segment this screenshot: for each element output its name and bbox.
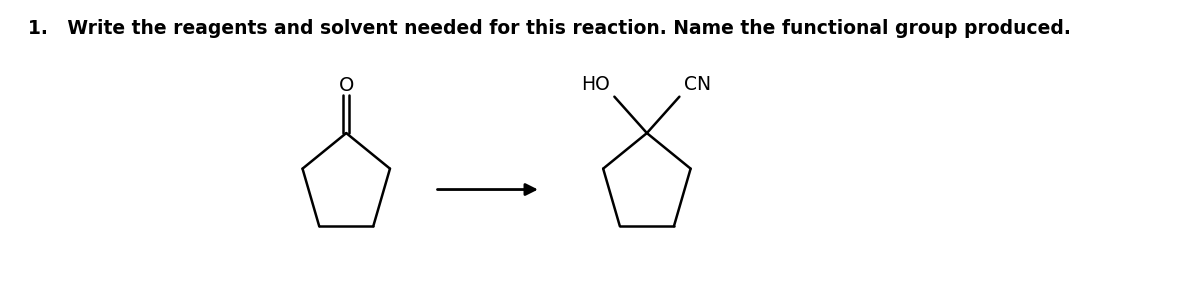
Text: HO: HO (581, 75, 610, 94)
Text: O: O (338, 76, 354, 95)
Text: 1.   Write the reagents and solvent needed for this reaction. Name the functiona: 1. Write the reagents and solvent needed… (28, 19, 1070, 38)
Text: CN: CN (684, 75, 710, 94)
